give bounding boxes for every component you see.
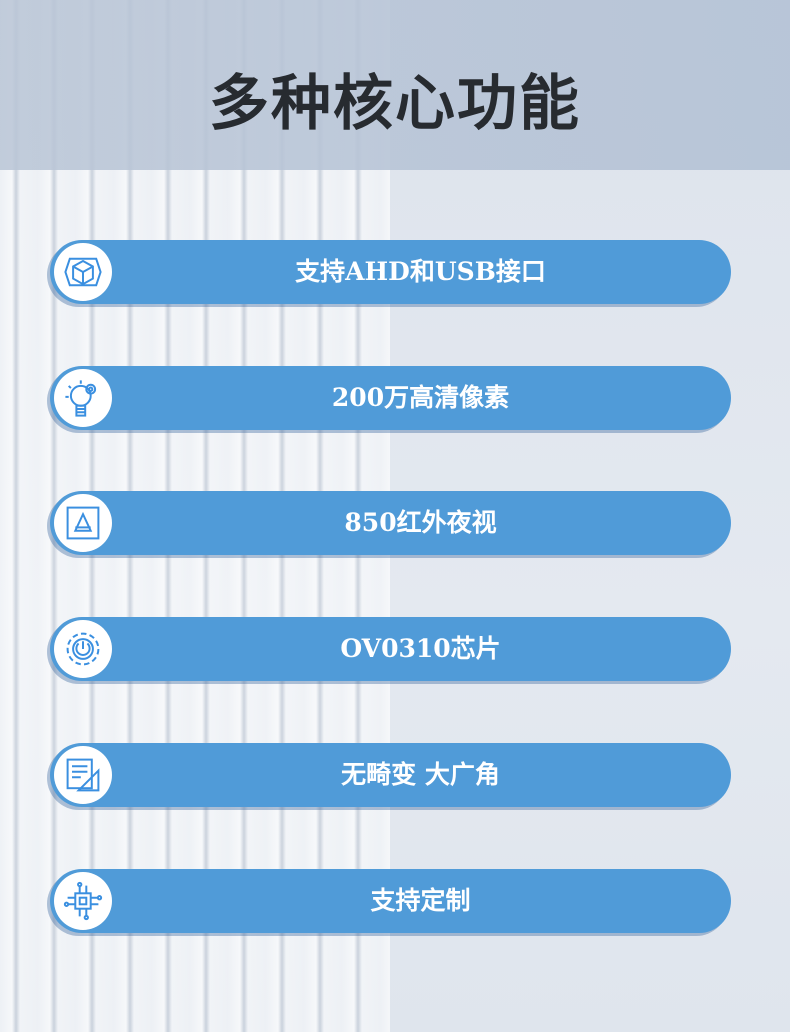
feature-label: 支持AHD和USB接口 <box>295 257 546 286</box>
lightbulb-gear-icon <box>54 369 112 427</box>
feature-label: 200万高清像素 <box>331 383 510 412</box>
feature-item-night-vision: 850红外夜视 <box>50 491 731 555</box>
header-band <box>0 0 790 170</box>
feature-label: 850红外夜视 <box>344 508 497 537</box>
feature-item-customization: 支持定制 <box>50 869 731 933</box>
feature-label: OV0310芯片 <box>340 634 501 663</box>
feature-item-wide-angle: 无畸变 大广角 <box>50 743 731 807</box>
feature-item-interfaces: 支持AHD和USB接口 <box>50 240 731 304</box>
cube-icon <box>54 243 112 301</box>
prism-frame-icon <box>54 494 112 552</box>
feature-label: 支持定制 <box>370 886 471 915</box>
feature-item-chip: OV0310芯片 <box>50 617 731 681</box>
page-title: 多种核心功能 <box>209 69 581 139</box>
chip-circuit-icon <box>54 872 112 930</box>
feature-label: 无畸变 大广角 <box>341 760 500 789</box>
ruler-grid-icon <box>54 746 112 804</box>
gear-power-icon <box>54 620 112 678</box>
feature-item-resolution: 200万高清像素 <box>50 366 731 430</box>
